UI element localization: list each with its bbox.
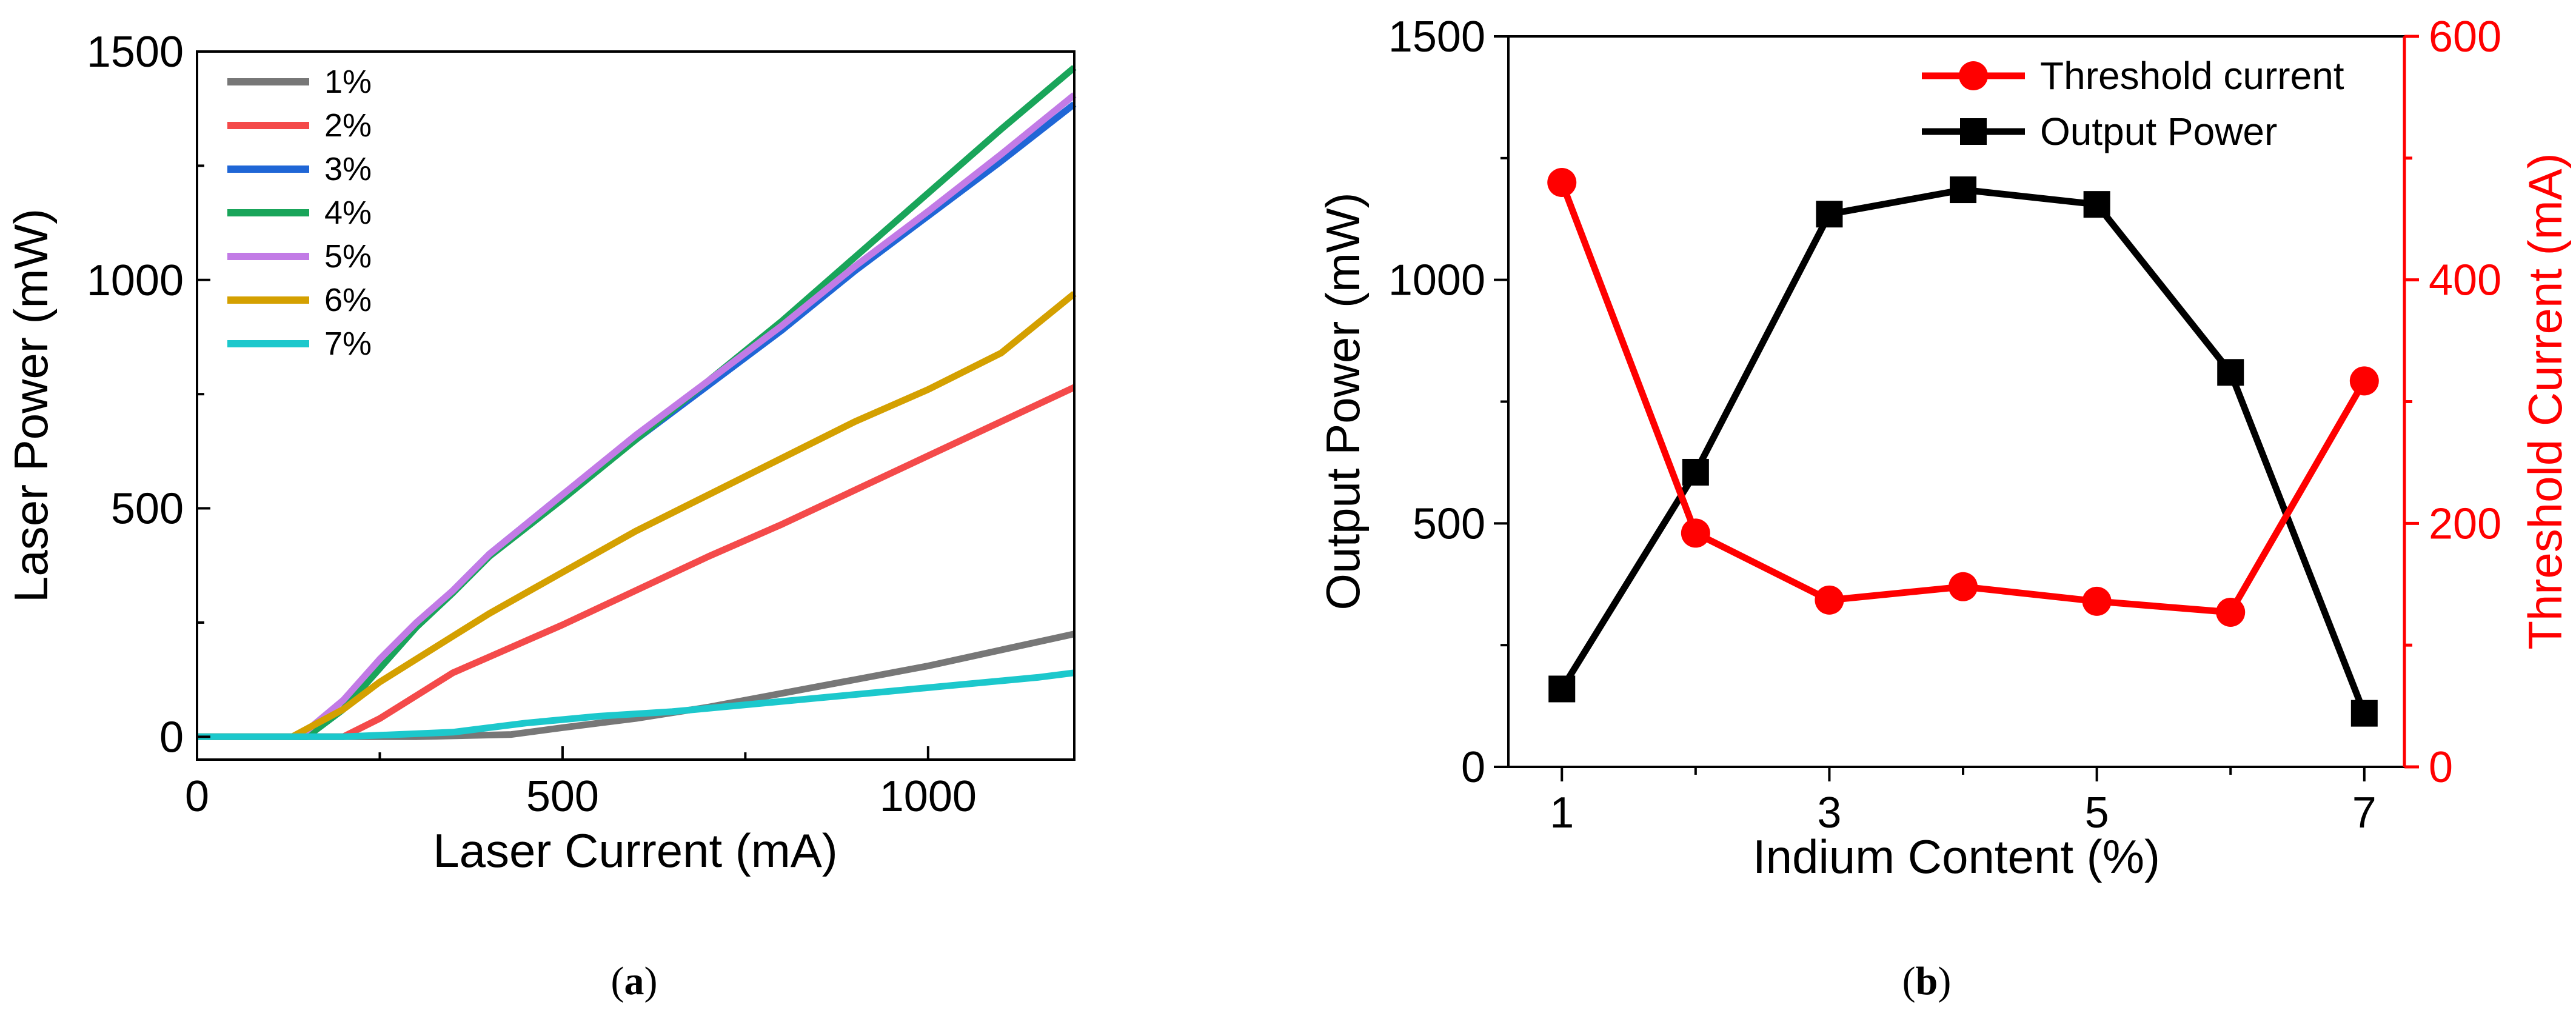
chart-a-legend-label-6: 6%: [324, 282, 372, 318]
chart-b-right-y-tick-label: 600: [2429, 13, 2501, 61]
chart-a-legend-label-1: 1%: [324, 64, 372, 100]
chart-a-legend-label-4: 4%: [324, 195, 372, 231]
chart-b-y-axis-label: Output Power (mW): [1316, 192, 1370, 610]
chart-b-right-y-axis-label: Threshold Current (mA): [2518, 153, 2572, 649]
chart-a-series-line-5: [197, 92, 1077, 740]
chart-a-y-tick-label: 0: [159, 713, 184, 761]
chart-a-x-tick-label: 0: [185, 772, 209, 821]
chart-b-threshold-point: [2082, 586, 2112, 616]
chart-b-threshold-point: [1547, 168, 1577, 197]
chart-b-threshold-point: [1949, 572, 1978, 601]
chart-b-y-tick-label: 0: [1461, 743, 1485, 792]
chart-b-legend: Threshold current Output Power: [1922, 54, 2344, 153]
chart-b-y-tick-label: 1500: [1388, 13, 1485, 61]
chart-a-panel-label-close: ): [644, 959, 658, 1003]
chart-a-x-axis-label: Laser Current (mA): [433, 824, 838, 877]
chart-a-legend-label-7: 7%: [324, 326, 372, 362]
chart-a-legend-label-5: 5%: [324, 238, 372, 275]
chart-b-series-line-1: [1559, 181, 2367, 616]
chart-a-panel-label: (a): [611, 959, 658, 1003]
chart-b-power-point: [1950, 176, 1977, 204]
chart-a-panel-label-letter: a: [624, 959, 644, 1003]
chart-b-ticks: [1494, 35, 2419, 781]
chart-a-panel-label-open: (: [611, 959, 624, 1003]
chart-a-x-tick-label: 500: [526, 772, 599, 821]
chart-b-power-point: [1816, 201, 1843, 228]
chart-b-power-point: [2083, 191, 2110, 218]
chart-b-right-y-tick-label: 200: [2429, 500, 2501, 548]
chart-a-series: [197, 65, 1077, 740]
chart-a-y-axis-label: Laser Power (mW): [4, 209, 58, 603]
chart-a-y-tick-label: 1000: [87, 256, 184, 305]
chart-b-x-tick-label: 3: [1817, 789, 1841, 837]
chart-a-y-tick-label: 1500: [87, 28, 184, 76]
chart-a-plot-frame: [196, 50, 1076, 761]
chart-a-legend-label-3: 3%: [324, 151, 372, 187]
chart-b-series: [1547, 168, 2379, 727]
chart-b-legend-label-2: Output Power: [2040, 110, 2277, 153]
chart-b-power-point: [2217, 359, 2244, 386]
chart-a-tick-labels: 0 500 1000 0 500 1000 1500: [87, 28, 977, 821]
chart-b-x-tick-label: 5: [2085, 789, 2109, 837]
chart-b-threshold-point: [1815, 585, 1844, 615]
chart-a-series-line-4: [197, 65, 1077, 740]
chart-b-power-point: [2350, 700, 2378, 727]
chart-a-y-tick-label: 500: [111, 485, 184, 533]
chart-b-panel-label-close: ): [1938, 959, 1951, 1003]
chart-a-x-tick-label: 1000: [880, 772, 977, 821]
chart-b-x-tick-label: 7: [2352, 789, 2377, 837]
chart-b-x-axis-label: Indium Content (%): [1753, 830, 2160, 883]
chart-b-panel-label-letter: b: [1916, 959, 1938, 1003]
chart-b-series-line-2: [1559, 186, 2367, 715]
chart-b-right-y-tick-label: 0: [2429, 743, 2453, 792]
chart-b-power-point: [1548, 675, 1576, 703]
chart-b-panel-label: (b): [1902, 959, 1952, 1003]
chart-a-series-line-6: [197, 291, 1077, 740]
chart-b-y-tick-label: 1000: [1388, 256, 1485, 305]
chart-b-x-tick-label: 1: [1550, 789, 1574, 837]
chart-a-legend-label-2: 2%: [324, 107, 372, 144]
chart-b-legend-label-1: Threshold current: [2040, 54, 2344, 98]
chart-b: 1 3 5 7 0 500 1000 1500 0 200 400 600 Indium Conten…: [1316, 13, 2572, 1003]
chart-b-legend-swatch-marker-1: [1959, 61, 1988, 90]
chart-b-right-y-tick-label: 400: [2429, 256, 2501, 305]
chart-a-ticks: [196, 50, 929, 760]
chart-b-legend-swatch-marker-2: [1960, 118, 1987, 145]
chart-b-threshold-point: [2216, 597, 2246, 627]
chart-a-series-line-7: [197, 669, 1075, 740]
chart-a-legend: 1% 2% 3% 4% 5% 6% 7%: [227, 64, 372, 362]
chart-b-threshold-point: [2349, 366, 2379, 396]
chart-b-y-tick-label: 500: [1413, 500, 1485, 548]
chart-b-threshold-point: [1681, 518, 1710, 548]
chart-b-tick-labels: 1 3 5 7 0 500 1000 1500 0 200 400 600: [1388, 13, 2501, 837]
chart-a-series-line-2: [197, 384, 1076, 740]
chart-b-panel-label-open: (: [1902, 959, 1916, 1003]
chart-b-power-point: [1682, 458, 1709, 486]
